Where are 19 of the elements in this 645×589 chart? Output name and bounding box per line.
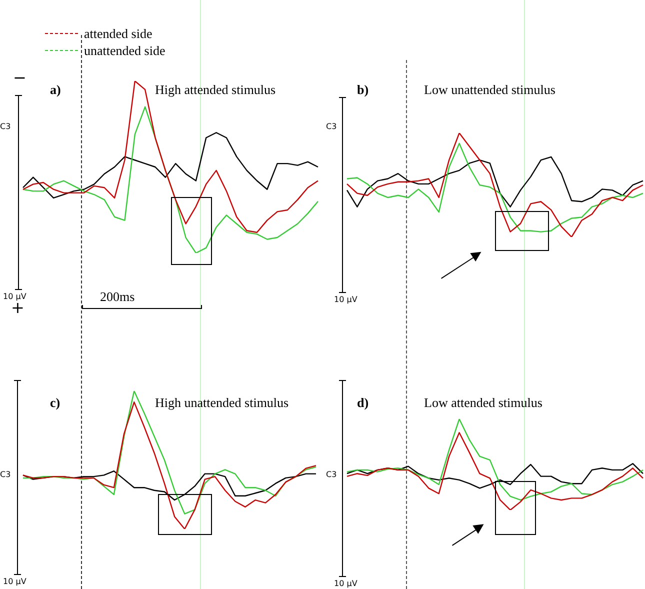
text: C3 [0, 470, 11, 479]
text: C3 [326, 470, 337, 479]
chart-title: Low attended stimulus [424, 395, 542, 410]
text: b) [357, 82, 369, 97]
chart-title: Low unattended stimulus [424, 82, 556, 97]
text: C3 [326, 122, 337, 131]
chart-title: High attended stimulus [155, 82, 276, 97]
annotation: a) [50, 82, 61, 97]
text: 10 µV [3, 577, 26, 586]
legend-label: attended side [84, 26, 152, 42]
chart-title: High unattended stimulus [155, 395, 289, 410]
text: 10 µV [334, 579, 358, 588]
text: d) [357, 395, 369, 410]
text: 10 µV [334, 295, 358, 304]
legend-label: unattended side [84, 42, 166, 58]
annotation: − [13, 68, 26, 87]
text: C3 [0, 122, 11, 131]
annotation: c) [50, 395, 60, 410]
text: 200ms [100, 289, 135, 304]
